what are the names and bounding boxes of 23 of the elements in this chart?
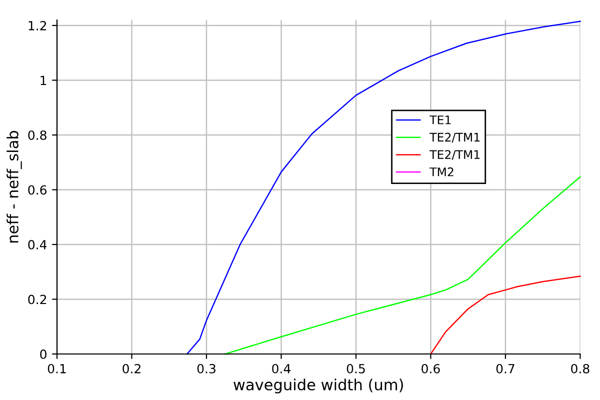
legend-label: TE1	[430, 116, 451, 124]
x-tick-label: 0.2	[122, 364, 140, 374]
line-series	[430, 276, 581, 355]
x-axis-title: waveguide width (um)	[234, 378, 403, 394]
legend-label: TE2/TM1	[430, 132, 480, 143]
line-series	[224, 176, 581, 355]
y-axis-title: neff - neff_slab	[6, 130, 22, 243]
x-tick-label: 0.4	[272, 364, 290, 374]
y-tick-label: 0	[40, 349, 46, 359]
y-tick-label: 0.4	[28, 240, 47, 250]
legend-label: TM2	[430, 167, 454, 176]
x-tick-label: 0.7	[496, 364, 514, 374]
y-tick-label: 0.6	[28, 185, 46, 195]
y-tick-label: 1.2	[28, 20, 46, 30]
x-tick-label: 0.3	[197, 364, 216, 374]
legend-label: TE2/TM1	[430, 150, 480, 160]
x-tick-label: 0.8	[571, 364, 590, 374]
y-tick-label: 1	[40, 76, 46, 85]
x-tick-label: 0.6	[422, 364, 440, 374]
x-tick-label: 0.5	[346, 364, 365, 374]
y-tick-label: 0.2	[28, 294, 46, 304]
x-tick-label: 0.1	[48, 364, 66, 374]
y-tick-label: 0.8	[28, 130, 46, 140]
